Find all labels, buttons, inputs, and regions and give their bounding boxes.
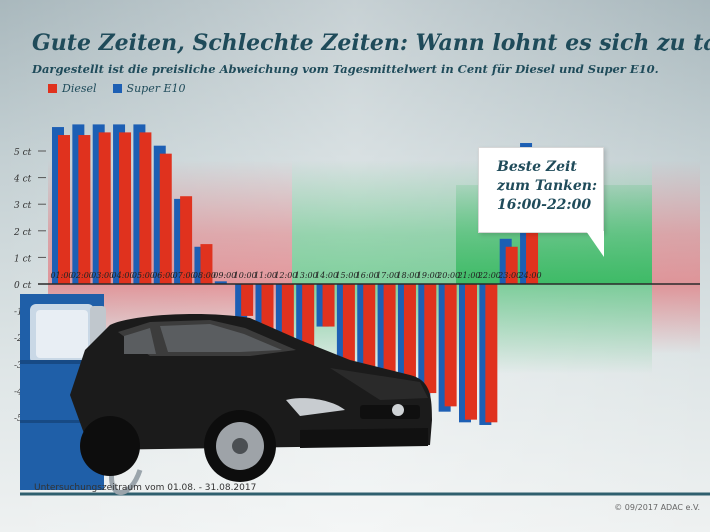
- bar-diesel: [119, 132, 132, 284]
- legend-label-super-e10: Super E10: [126, 82, 186, 95]
- x-tick-label: 07:00: [173, 271, 196, 280]
- bar-diesel: [180, 196, 193, 284]
- x-tick-label: 14:00: [315, 271, 338, 280]
- bar-diesel: [444, 284, 457, 407]
- x-tick-label: 22:00: [477, 271, 501, 280]
- x-tick-label: 12:00: [274, 271, 297, 280]
- bar-diesel: [241, 284, 254, 316]
- x-tick-label: 03:00: [91, 271, 114, 280]
- x-tick-label: 18:00: [396, 271, 419, 280]
- x-tick-label: 04:00: [112, 271, 135, 280]
- study-period-note: Untersuchungszeitraum vom 01.08. - 31.08…: [34, 483, 257, 493]
- x-tick-label: 16:00: [356, 271, 379, 280]
- bar-super-e10: [214, 281, 227, 284]
- y-tick-label: 4 ct: [13, 175, 32, 185]
- bar-diesel: [322, 284, 335, 327]
- y-tick-label: 0 ct: [14, 281, 32, 291]
- chart-title: Gute Zeiten, Schlechte Zeiten: Wann lohn…: [32, 30, 710, 56]
- x-tick-label: 17:00: [376, 271, 399, 280]
- x-tick-label: 13:00: [295, 271, 318, 280]
- bar-diesel: [363, 284, 376, 391]
- callout-line-3: 16:00-22:00: [497, 197, 592, 213]
- callout-tail: [586, 231, 604, 257]
- legend: Diesel Super E10: [48, 82, 185, 95]
- bar-diesel: [424, 284, 437, 394]
- chart-subtitle: Dargestellt ist die preisliche Abweichun…: [32, 62, 659, 76]
- callout-line-2: zum Tanken:: [497, 178, 598, 194]
- bar-diesel: [261, 284, 274, 332]
- bar-diesel: [302, 284, 315, 354]
- bar-diesel: [342, 284, 355, 362]
- bar-diesel: [465, 284, 477, 420]
- legend-item-super-e10: Super E10: [112, 82, 186, 95]
- car-icon: [70, 314, 432, 482]
- legend-swatch-diesel: [48, 84, 57, 93]
- bar-diesel: [58, 135, 70, 284]
- x-tick-label: 01:00: [50, 271, 73, 280]
- x-tick-label: 11:00: [254, 271, 277, 280]
- bar-diesel: [98, 132, 111, 284]
- y-tick-label: 1 ct: [14, 254, 32, 264]
- bar-diesel: [159, 153, 172, 284]
- best-time-callout: Beste Zeit zum Tanken: 16:00-22:00: [478, 147, 604, 233]
- y-tick-label: 3 ct: [14, 201, 32, 211]
- y-tick-label: 2 ct: [13, 228, 32, 238]
- x-tick-label: 19:00: [417, 271, 440, 280]
- bar-diesel: [505, 246, 518, 284]
- x-tick-label: 20:00: [436, 271, 460, 280]
- bar-diesel: [485, 284, 498, 423]
- x-tick-label: 24:00: [518, 271, 542, 280]
- x-tick-label: 06:00: [152, 271, 175, 280]
- legend-swatch-super-e10: [112, 84, 122, 93]
- x-tick-label: 02:00: [71, 271, 94, 280]
- bar-diesel: [200, 244, 213, 284]
- x-tick-label: 05:00: [132, 271, 155, 280]
- bar-diesel: [78, 135, 91, 284]
- bar-diesel: [139, 132, 152, 284]
- legend-item-diesel: Diesel: [48, 82, 97, 95]
- x-tick-label: 09:00: [213, 271, 236, 280]
- y-tick-label: 5 ct: [14, 148, 32, 158]
- legend-label-diesel: Diesel: [62, 82, 97, 95]
- x-tick-label: 21:00: [456, 271, 480, 280]
- x-tick-label: 23:00: [497, 271, 521, 280]
- callout-line-1: Beste Zeit: [497, 159, 577, 175]
- bar-diesel: [403, 284, 416, 386]
- x-tick-label: 15:00: [335, 271, 358, 280]
- x-tick-label: 08:00: [193, 271, 216, 280]
- x-tick-label: 10:00: [234, 271, 257, 280]
- copyright-credit: © 09/2017 ADAC e.V.: [614, 503, 700, 512]
